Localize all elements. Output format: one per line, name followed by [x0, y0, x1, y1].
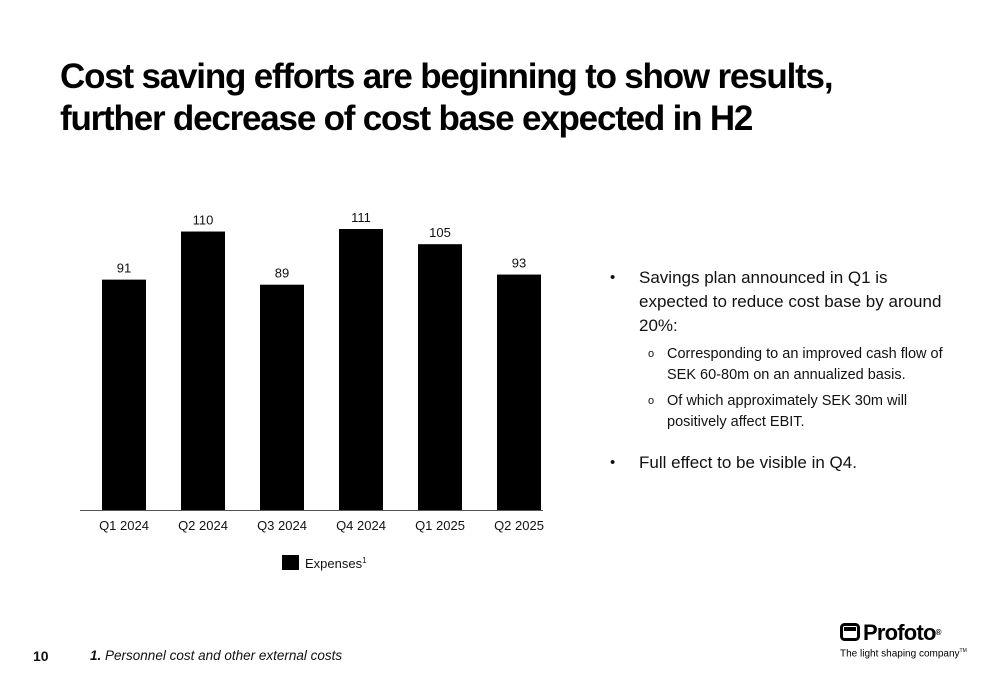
- bar-3: [339, 229, 383, 510]
- legend-label-text: Expenses: [305, 556, 363, 571]
- x-tick-label-5: Q2 2025: [494, 518, 544, 533]
- x-tick-label-3: Q4 2024: [336, 518, 386, 533]
- profoto-logo: Profoto® The light shaping companyTM: [840, 620, 967, 662]
- sub-bullet-marker: o: [648, 395, 655, 407]
- sub-bullet-text: Of which approximately SEK 30m will posi…: [667, 393, 908, 430]
- bullet-list: • Savings plan announced in Q1 is expecte…: [610, 266, 960, 475]
- bar-4: [418, 244, 462, 510]
- x-tick-label-1: Q2 2024: [178, 518, 228, 533]
- x-tick-label-2: Q3 2024: [257, 518, 307, 533]
- chart-canvas: 91 Q1 2024 110 Q2 2024 89 Q3 2024 111 Q4 2024 10…: [80, 210, 544, 571]
- sub-bullet-item: o Corresponding to an improved cash flow …: [610, 344, 960, 386]
- sub-bullet-marker: o: [648, 348, 655, 360]
- logo-tagline: The light shaping companyTM: [840, 648, 967, 660]
- data-label-4: 105: [429, 225, 451, 240]
- footnote-number: 1.: [90, 648, 102, 663]
- title-line-2: further decrease of cost base expected i…: [60, 99, 753, 138]
- logo-wordmark: Profoto®: [863, 620, 942, 645]
- bar-2: [260, 284, 304, 510]
- data-label-5: 93: [512, 256, 526, 271]
- bar-5: [497, 274, 541, 510]
- x-tick-label-4: Q1 2025: [415, 518, 465, 533]
- legend-swatch: [282, 555, 299, 570]
- page-number: 10: [33, 648, 49, 664]
- data-label-2: 89: [275, 266, 289, 281]
- bar-1: [181, 231, 225, 510]
- logo-tagline-mark: TM: [959, 648, 967, 654]
- logo-registered-mark: ®: [935, 628, 942, 637]
- sub-bullet-item: o Of which approximately SEK 30m will pos…: [610, 391, 960, 433]
- data-label-1: 110: [193, 213, 214, 228]
- footnote: 1. Personnel cost and other external cos…: [90, 648, 342, 663]
- bullet-item: • Savings plan announced in Q1 is expecte…: [610, 266, 960, 338]
- expenses-bar-chart: 91 Q1 2024 110 Q2 2024 89 Q3 2024 111 Q4 2024 10…: [60, 195, 580, 595]
- sub-bullet-text: Corresponding to an improved cash flow o…: [667, 346, 943, 383]
- bar-0: [102, 279, 146, 510]
- profoto-logo-icon: [840, 623, 860, 641]
- slide-title: Cost saving efforts are beginning to sho…: [60, 56, 960, 140]
- bullet-marker: •: [610, 454, 616, 471]
- data-label-0: 91: [117, 261, 131, 276]
- bullet-marker: •: [610, 269, 616, 286]
- footnote-text: Personnel cost and other external costs: [105, 648, 343, 663]
- legend-footnote-marker: 1: [362, 556, 367, 565]
- bullet-text: Savings plan announced in Q1 is expected…: [639, 268, 942, 335]
- x-tick-label-0: Q1 2024: [99, 518, 149, 533]
- bullet-text: Full effect to be visible in Q4.: [639, 453, 857, 472]
- bullet-item: • Full effect to be visible in Q4.: [610, 451, 960, 475]
- data-label-3: 111: [351, 210, 371, 225]
- legend-label: Expenses1: [305, 556, 367, 571]
- title-line-1: Cost saving efforts are beginning to sho…: [60, 57, 834, 96]
